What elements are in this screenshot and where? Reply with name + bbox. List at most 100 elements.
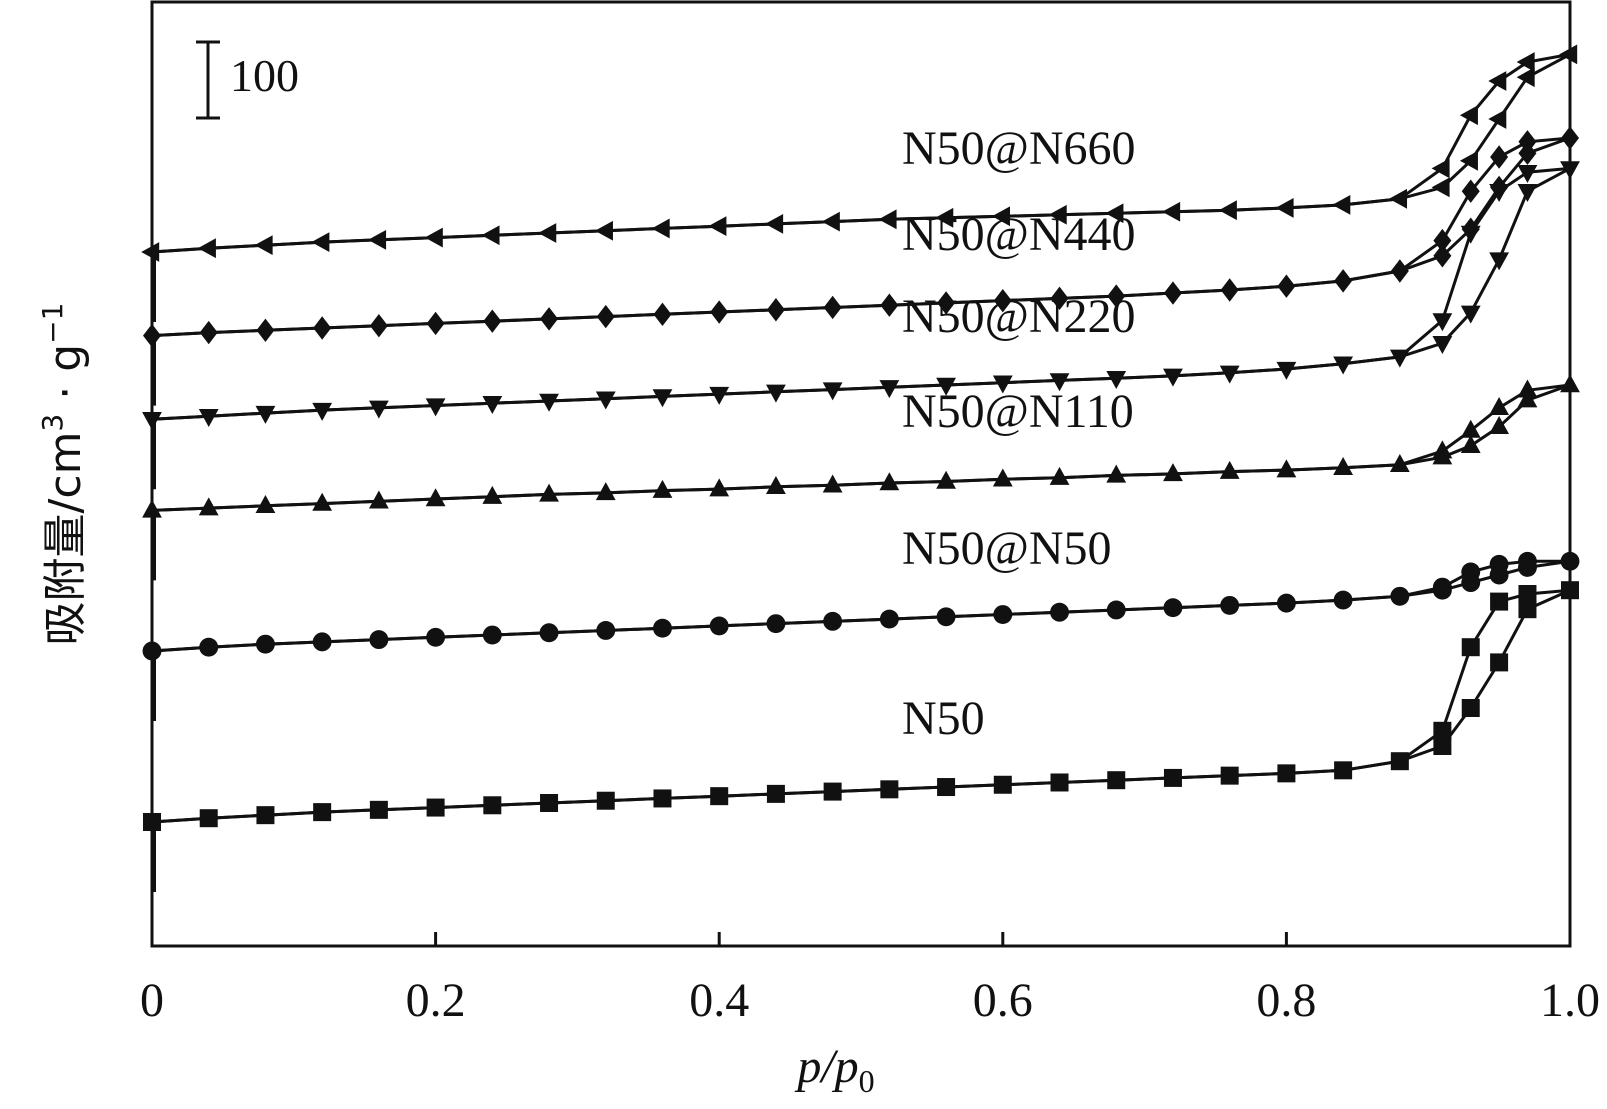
data-point-diamond (1490, 175, 1509, 200)
series-label: N50@N110 (902, 385, 1134, 438)
data-point-triangle-left (1048, 204, 1067, 225)
data-point-triangle-left (481, 225, 500, 246)
data-point-triangle-down (1333, 356, 1354, 375)
data-point-diamond (1050, 286, 1069, 311)
data-point-triangle-up (1389, 454, 1410, 472)
data-point-triangle-left (1389, 188, 1408, 209)
data-point-triangle-up (595, 482, 616, 501)
data-point-triangle-left (765, 213, 784, 234)
data-point-triangle-left (1516, 52, 1535, 72)
scale-bar: 100 (196, 40, 299, 120)
data-point-square (653, 789, 672, 808)
data-point-triangle-up (879, 472, 900, 491)
data-point-circle (426, 627, 446, 647)
data-point-diamond (1433, 244, 1452, 268)
data-point-diamond (1334, 269, 1353, 293)
data-point-square (1433, 721, 1452, 740)
data-point-square (880, 780, 899, 799)
data-point-circle (823, 611, 843, 631)
data-point-triangle-left (197, 238, 216, 259)
data-point-triangle-left (878, 209, 897, 230)
data-point-triangle-left (311, 232, 330, 253)
data-point-circle (709, 616, 729, 636)
data-point-diamond (1461, 179, 1480, 203)
x-axis-label-sub: 0 (859, 1063, 875, 1099)
data-point-triangle-left (1488, 109, 1507, 129)
data-point-triangle-up (1489, 416, 1509, 434)
data-point-square (1163, 768, 1182, 787)
data-point-square (937, 778, 956, 797)
data-point-triangle-up (1219, 460, 1240, 479)
y-axis-label-sep: · g (40, 344, 91, 414)
data-point-circle (1390, 586, 1410, 606)
data-point-square (993, 775, 1012, 794)
data-point-triangle-down (1276, 361, 1297, 380)
data-point-triangle-down (1219, 365, 1240, 384)
data-point-circle (369, 630, 389, 650)
data-point-square (766, 784, 785, 803)
data-point-diamond (1461, 217, 1480, 241)
data-point-circle (1276, 593, 1296, 613)
data-point-triangle-left (1162, 201, 1181, 222)
data-point-triangle-down (652, 389, 673, 408)
data-point-diamond (426, 311, 445, 336)
data-point-circle (1432, 577, 1452, 597)
data-point-triangle-down (1432, 336, 1453, 354)
data-point-square (1490, 592, 1509, 611)
y-axis-label-main: 吸附量/cm (40, 432, 91, 646)
data-point-diamond (880, 293, 899, 317)
data-point-triangle-left (708, 216, 727, 237)
data-point-diamond (596, 304, 615, 329)
data-point-diamond (483, 309, 502, 333)
data-point-triangle-left (141, 242, 160, 262)
data-point-triangle-down (1460, 305, 1481, 324)
data-point-triangle-down (368, 400, 389, 419)
adsorption-line (151, 167, 1571, 421)
x-axis-label-base: p/p (794, 1040, 858, 1093)
desorption-line (151, 52, 1571, 254)
data-point-diamond (653, 302, 672, 327)
desorption-line (151, 588, 1571, 824)
x-tick-label: 1.0 (1540, 974, 1600, 1027)
x-tick-label: 0.8 (1256, 974, 1316, 1027)
data-point-diamond (1433, 228, 1452, 253)
data-point-triangle-left (821, 211, 840, 232)
data-point-square (1390, 752, 1409, 771)
data-point-diamond (540, 307, 559, 331)
data-point-circle (199, 637, 219, 657)
desorption-line (151, 166, 1571, 421)
data-point-triangle-left (424, 227, 443, 248)
data-point-circle (482, 625, 502, 645)
data-point-triangle-up (1489, 397, 1509, 415)
data-point-diamond (1107, 284, 1126, 308)
data-point-circle (1050, 602, 1069, 622)
data-point-square (313, 803, 332, 822)
data-point-triangle-down (1163, 368, 1183, 387)
series-n50-at-n220 (142, 161, 1580, 490)
data-point-triangle-up (766, 476, 786, 495)
data-point-triangle-down (1432, 313, 1453, 332)
data-point-triangle-up (992, 468, 1013, 487)
data-point-triangle-down (482, 396, 503, 415)
y-axis-label-sup2: −1 (36, 303, 69, 344)
desorption-line (151, 136, 1571, 338)
x-tick-label: 0.6 (973, 974, 1033, 1027)
data-point-diamond (710, 300, 729, 324)
data-point-diamond (199, 320, 218, 345)
x-ticks: 0 0.2 0.4 0.6 0.8 1.0 (140, 932, 1600, 1027)
data-point-circle (766, 614, 786, 634)
data-point-square (1461, 638, 1480, 657)
data-point-triangle-up (1276, 459, 1297, 478)
data-point-square (1334, 761, 1353, 780)
data-point-square (256, 806, 275, 825)
data-point-square (1050, 773, 1069, 792)
data-point-square (1518, 600, 1537, 619)
data-point-circle (539, 623, 559, 643)
data-point-triangle-down (709, 386, 730, 405)
scale-bar-label: 100 (230, 50, 299, 101)
data-point-triangle-left (1459, 105, 1478, 126)
data-point-diamond (1518, 130, 1537, 154)
data-point-triangle-up (425, 488, 446, 507)
data-point-circle (596, 621, 616, 640)
